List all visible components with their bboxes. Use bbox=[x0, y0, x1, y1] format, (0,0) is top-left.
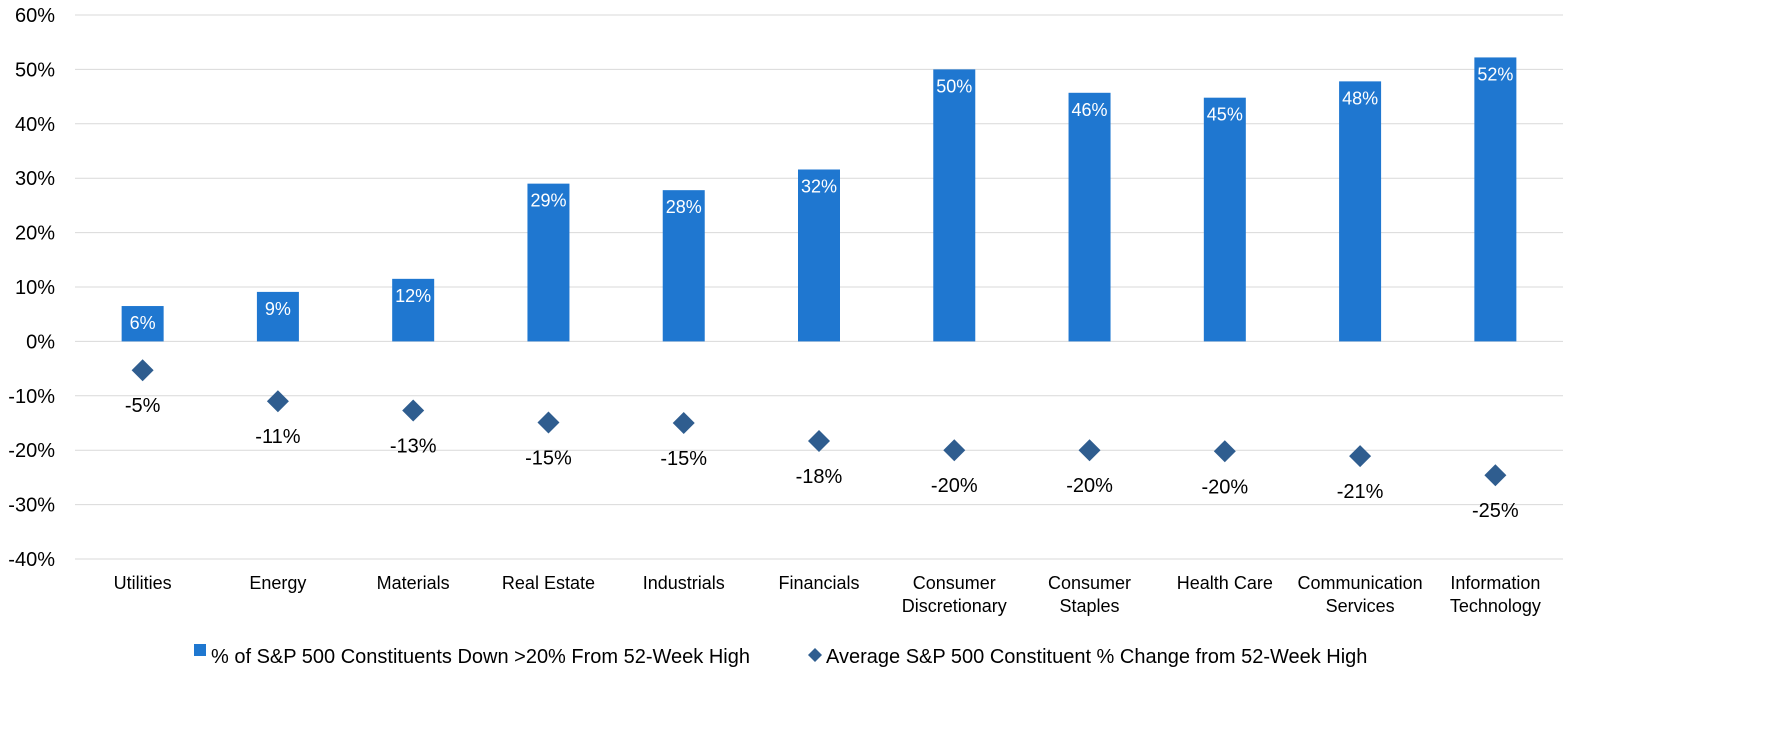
diamond-series bbox=[131, 359, 1507, 487]
x-category-label: Real Estate bbox=[502, 573, 595, 593]
bar-series bbox=[121, 57, 1517, 342]
diamond-point bbox=[1213, 440, 1236, 463]
y-tick-label: 60% bbox=[15, 5, 55, 27]
bar-data-label: 48% bbox=[1342, 88, 1378, 108]
diamond-point bbox=[402, 399, 425, 422]
bar-data-label: 28% bbox=[666, 197, 702, 217]
y-tick-label: 30% bbox=[15, 168, 55, 190]
bar bbox=[662, 190, 705, 342]
bar bbox=[1203, 97, 1246, 342]
x-category-label: Consumer bbox=[913, 573, 996, 593]
bar bbox=[1474, 57, 1517, 342]
y-axis-ticks: 60% 50% 40% 30% 20% 10% 0% -10% -20% -30% -40% bbox=[8, 5, 55, 571]
point-data-label: -20% bbox=[931, 475, 978, 497]
diamond-point bbox=[672, 412, 695, 434]
legend-bar-swatch bbox=[194, 644, 206, 656]
bar bbox=[933, 69, 976, 342]
bar bbox=[1339, 81, 1382, 342]
bar bbox=[527, 183, 570, 342]
bar-data-label: 45% bbox=[1207, 105, 1243, 125]
x-axis-categories: Utilities Energy Materials Real Estate Indus… bbox=[114, 573, 1541, 616]
bar-data-label: 50% bbox=[936, 76, 972, 96]
bar-data-label: 29% bbox=[530, 191, 566, 211]
bar bbox=[256, 291, 299, 342]
bar-data-labels: 6% 9% 12% 29% 28% 32% 50% 46% 45% 48% 52% bbox=[130, 64, 1514, 333]
x-category-label: Industrials bbox=[643, 573, 725, 593]
legend-label: % of S&P 500 Constituents Down >20% From… bbox=[211, 646, 750, 668]
x-category-label: Consumer bbox=[1048, 573, 1131, 593]
diamond-point bbox=[266, 390, 289, 413]
bar-data-label: 32% bbox=[801, 176, 837, 196]
bar bbox=[798, 169, 840, 342]
point-data-label: -15% bbox=[660, 448, 707, 470]
diamond-data-labels: -5% -11% -13% -15% -15% -18% -20% -20% -20% -21% -… bbox=[125, 395, 1519, 522]
point-data-label: -25% bbox=[1472, 500, 1519, 522]
x-category-label: Communication bbox=[1298, 573, 1423, 593]
diamond-point bbox=[131, 359, 154, 382]
x-category-label: Health Care bbox=[1177, 573, 1273, 593]
point-data-label: -15% bbox=[525, 447, 572, 469]
y-tick-label: -40% bbox=[8, 549, 55, 571]
x-category-label: Energy bbox=[249, 573, 306, 593]
diamond-point bbox=[808, 429, 830, 452]
bar bbox=[121, 306, 164, 342]
point-data-label: -5% bbox=[125, 395, 161, 417]
x-category-label: Discretionary bbox=[902, 596, 1007, 616]
x-category-label: Information bbox=[1450, 573, 1540, 593]
bar-data-label: 9% bbox=[265, 299, 291, 319]
diamond-point bbox=[1484, 464, 1507, 487]
y-tick-label: -30% bbox=[8, 495, 55, 517]
point-data-label: -20% bbox=[1066, 475, 1113, 497]
legend-diamond-swatch bbox=[808, 648, 822, 662]
x-category-label: Utilities bbox=[114, 573, 172, 593]
point-data-label: -21% bbox=[1337, 481, 1384, 503]
bar-data-label: 6% bbox=[130, 313, 156, 333]
x-category-label: Materials bbox=[377, 573, 450, 593]
point-data-label: -18% bbox=[796, 466, 843, 488]
bar-data-label: 46% bbox=[1072, 100, 1108, 120]
y-tick-label: 20% bbox=[15, 223, 55, 245]
bar-data-label: 12% bbox=[395, 286, 431, 306]
y-tick-label: 0% bbox=[26, 331, 55, 353]
y-tick-label: 10% bbox=[15, 277, 55, 299]
bar bbox=[1068, 92, 1111, 342]
y-tick-label: -10% bbox=[8, 386, 55, 408]
y-tick-label: -20% bbox=[8, 440, 55, 462]
diamond-point bbox=[537, 411, 560, 434]
y-tick-label: 50% bbox=[15, 59, 55, 81]
bar bbox=[392, 278, 435, 342]
diamond-point bbox=[1078, 439, 1101, 462]
legend: % of S&P 500 Constituents Down >20% From… bbox=[194, 644, 1367, 668]
x-category-label: Financials bbox=[778, 573, 859, 593]
x-category-label: Technology bbox=[1450, 596, 1541, 616]
x-category-label: Services bbox=[1326, 596, 1395, 616]
x-category-label: Staples bbox=[1060, 596, 1120, 616]
diamond-point bbox=[943, 439, 966, 462]
legend-label: Average S&P 500 Constituent % Change fro… bbox=[826, 646, 1367, 668]
point-data-label: -13% bbox=[390, 435, 437, 457]
bar-data-label: 52% bbox=[1477, 64, 1513, 84]
y-tick-label: 40% bbox=[15, 114, 55, 136]
point-data-label: -11% bbox=[255, 426, 300, 448]
diamond-point bbox=[1349, 445, 1372, 468]
point-data-label: -20% bbox=[1201, 476, 1248, 498]
